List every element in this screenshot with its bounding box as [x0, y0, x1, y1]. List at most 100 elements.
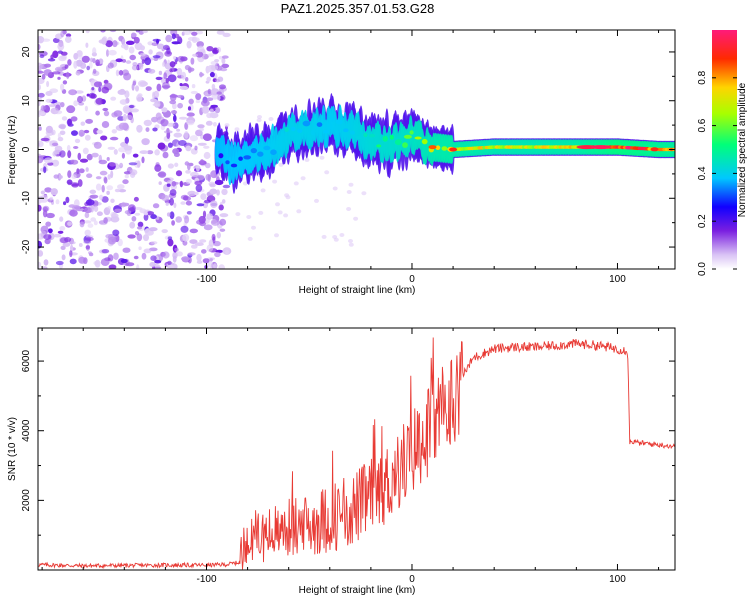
noise-speckle — [195, 93, 202, 101]
noise-speckle — [179, 83, 183, 87]
noise-speckle — [210, 104, 218, 108]
noise-speckle — [218, 56, 223, 60]
noise-speckle — [124, 174, 129, 179]
noise-speckle — [146, 211, 155, 216]
ridge-peak — [449, 147, 458, 152]
noise-speckle — [111, 129, 118, 134]
noise-speckle — [210, 65, 219, 71]
noise-speckle — [167, 163, 174, 169]
noise-speckle — [209, 108, 214, 114]
ridge-core — [376, 144, 382, 148]
noise-speckle — [127, 234, 136, 239]
x-tick-label: -100 — [196, 274, 216, 285]
ridge-core — [421, 138, 428, 145]
noise-speckle — [67, 59, 72, 66]
noise-speckle — [89, 194, 99, 199]
noise-speckle — [210, 219, 220, 226]
noise-speckle — [65, 36, 72, 43]
faint-speckle — [272, 179, 278, 184]
noise-speckle — [103, 110, 110, 117]
noise-speckle — [131, 83, 135, 91]
noise-speckle — [191, 244, 198, 249]
faint-speckle — [275, 202, 280, 207]
noise-speckle — [125, 40, 135, 45]
noise-speckle — [136, 160, 141, 168]
colorbar: 0.0 0.2 0.4 0.6 0.8 Normalized spectral ampli… — [697, 30, 748, 276]
ridge-core — [363, 132, 368, 138]
noise-speckle — [172, 255, 177, 263]
noise-speckle — [86, 65, 90, 71]
faint-speckle — [283, 213, 289, 218]
ridge-core — [369, 133, 376, 138]
x-tick-label: 0 — [409, 574, 415, 585]
noise-speckle — [201, 105, 210, 114]
faint-speckle — [277, 210, 283, 215]
noise-speckle — [154, 164, 162, 172]
noise-speckle — [167, 236, 173, 240]
noise-speckle — [169, 211, 175, 220]
noise-speckle — [84, 207, 93, 214]
noise-speckle — [138, 246, 142, 250]
noise-speckle — [131, 216, 137, 222]
noise-speckle — [113, 110, 123, 117]
faint-speckle — [235, 212, 241, 217]
noise-speckle — [158, 70, 163, 76]
noise-speckle — [92, 68, 97, 74]
noise-speckle — [77, 179, 83, 187]
noise-speckle — [155, 112, 162, 120]
noise-speckle — [101, 37, 107, 45]
noise-speckle — [169, 189, 177, 196]
noise-speckle — [88, 62, 93, 69]
noise-speckle — [38, 36, 45, 44]
noise-speckle — [167, 74, 177, 83]
noise-speckle — [150, 214, 157, 220]
noise-speckle — [154, 149, 160, 156]
noise-speckle — [43, 157, 53, 164]
noise-speckle — [195, 242, 204, 247]
noise-speckle — [120, 88, 125, 93]
noise-speckle — [186, 112, 195, 117]
noise-speckle — [110, 211, 118, 217]
noise-speckle — [177, 36, 182, 40]
noise-speckle — [106, 185, 114, 191]
noise-speckle — [96, 211, 103, 216]
noise-speckle — [54, 145, 63, 152]
noise-speckle — [84, 229, 91, 236]
noise-speckle — [157, 142, 166, 150]
noise-speckle — [136, 94, 143, 102]
noise-speckle — [117, 184, 125, 190]
noise-speckle — [204, 199, 211, 204]
noise-speckle — [176, 251, 183, 257]
noise-speckle — [150, 241, 158, 245]
noise-speckle — [139, 150, 149, 155]
noise-speckle — [60, 245, 66, 250]
noise-speckle — [196, 253, 202, 262]
noise-speckle — [221, 199, 226, 204]
noise-speckle — [115, 69, 120, 77]
noise-speckle — [57, 42, 65, 51]
snr-line — [38, 337, 675, 570]
noise-speckle — [67, 150, 72, 159]
faint-speckle — [361, 191, 367, 196]
noise-speckle — [206, 244, 214, 252]
ridge-core — [316, 122, 323, 127]
noise-speckle — [40, 137, 50, 142]
noise-speckle — [83, 220, 92, 224]
noise-speckle — [187, 106, 192, 111]
noise-speckle — [112, 40, 118, 48]
faint-speckle — [268, 117, 274, 121]
noise-speckle — [48, 228, 53, 234]
noise-speckle — [171, 33, 176, 40]
noise-speckle — [54, 110, 63, 115]
noise-speckle — [80, 62, 87, 69]
noise-speckle — [219, 228, 226, 232]
noise-speckle — [176, 128, 181, 132]
ridge-core — [284, 127, 289, 132]
noise-speckle — [180, 201, 186, 205]
spectrogram-content — [38, 30, 675, 269]
faint-speckle — [339, 233, 345, 237]
noise-speckle — [76, 168, 80, 175]
colorbar-tick-label: 0.0 — [697, 262, 708, 276]
noise-speckle — [128, 162, 138, 166]
noise-speckle — [101, 249, 110, 254]
